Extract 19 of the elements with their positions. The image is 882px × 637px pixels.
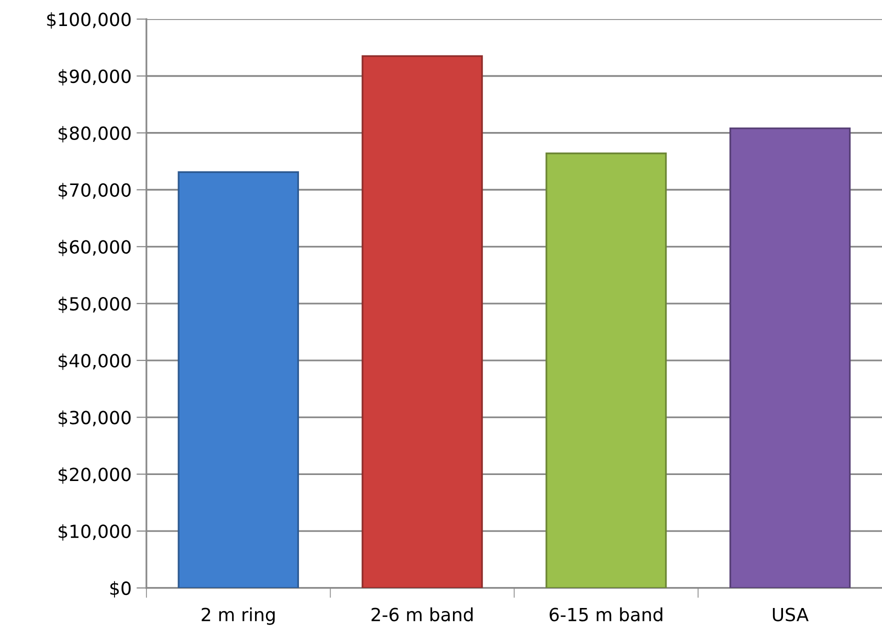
bar <box>546 152 667 588</box>
bar <box>178 171 299 588</box>
bar <box>729 127 851 588</box>
y-tick-label: $50,000 <box>58 296 131 314</box>
y-tick-label: $0 <box>110 581 131 598</box>
y-tick-label: $10,000 <box>58 524 131 541</box>
y-tick-label: $100,000 <box>47 12 131 29</box>
x-tick-label: USA <box>772 608 809 622</box>
y-tick-label: $70,000 <box>58 182 131 200</box>
x-tick-label: 6-15 m band <box>550 607 662 622</box>
x-tick-label: 2 m ring <box>202 607 275 625</box>
x-tick-label: 2-6 m band <box>372 607 473 622</box>
y-tick-label: $20,000 <box>58 467 131 484</box>
y-tick-label: $80,000 <box>58 126 131 142</box>
y-tick-label: $30,000 <box>58 410 131 427</box>
y-tick-label: $60,000 <box>58 240 131 256</box>
y-tick-label: $90,000 <box>58 69 131 86</box>
bar <box>362 55 483 588</box>
y-tick-label: $40,000 <box>58 354 131 370</box>
